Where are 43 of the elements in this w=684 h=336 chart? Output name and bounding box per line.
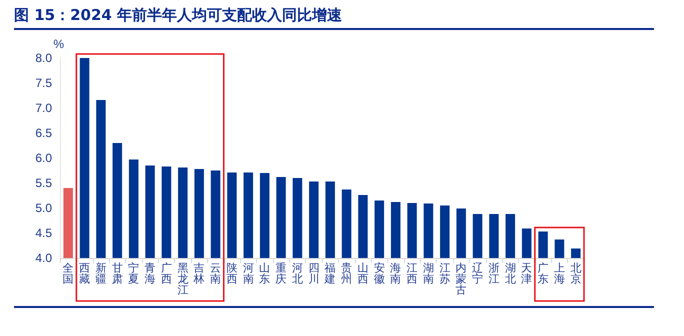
y-tick-label: 7.5 [35, 76, 52, 90]
x-tick-label: 广东 [538, 262, 549, 286]
chart-title: 图 15：2024 年前半年人均可支配收入同比增速 [14, 6, 654, 30]
x-tick-label: 江苏 [439, 262, 450, 286]
x-tick-label: 甘肃 [112, 262, 123, 286]
x-tick-label: 福建 [324, 262, 336, 286]
x-tick-label: 全国 [62, 262, 74, 286]
x-tick-label: 贵州 [341, 262, 352, 286]
x-tick-label: 海南 [390, 262, 402, 286]
x-tick-label: 内蒙古 [456, 262, 467, 296]
x-tick-label: 江西 [406, 262, 418, 286]
x-tick-label: 河北 [292, 262, 303, 286]
x-tick-label: 湖北 [504, 262, 516, 286]
x-tick-label: 湖南 [422, 262, 434, 286]
y-tick-label: 4.5 [35, 226, 52, 240]
x-tick-label: 天津 [521, 262, 532, 286]
x-tick-label: 宁夏 [128, 262, 140, 286]
x-tick-label: 新疆 [95, 262, 106, 286]
y-tick-label: 5.0 [35, 201, 52, 215]
x-tick-label: 辽宁 [472, 262, 484, 286]
y-tick-label: 8.0 [35, 51, 52, 65]
x-tick-label: 吉林 [192, 262, 205, 286]
x-tick-label: 北京 [570, 262, 582, 286]
y-tick-label: 6.0 [35, 151, 52, 165]
x-tick-label: 山东 [259, 262, 270, 286]
x-tick-label: 河南 [242, 262, 254, 286]
x-tick-label: 西藏 [79, 262, 90, 286]
x-tick-label: 上海 [554, 262, 565, 286]
x-tick-label: 云南 [210, 262, 222, 286]
y-axis-title: % [53, 37, 64, 51]
x-tick-label: 安徽 [374, 262, 385, 286]
x-tick-label: 广西 [160, 262, 172, 286]
y-tick-label: 6.5 [35, 126, 52, 140]
x-tick-label: 重庆 [276, 262, 287, 286]
x-tick-label: 陕西 [226, 262, 238, 286]
y-tick-label: 5.5 [35, 176, 52, 190]
x-tick-label: 浙江 [488, 262, 500, 286]
x-tick-label: 山西 [357, 262, 368, 286]
y-tick-label: 7.0 [35, 101, 52, 115]
x-tick-label: 黑龙江 [177, 262, 188, 296]
y-tick-label: 4.0 [35, 251, 52, 265]
x-tick-label: 四川 [308, 262, 320, 286]
x-tick-label: 青海 [144, 262, 156, 286]
